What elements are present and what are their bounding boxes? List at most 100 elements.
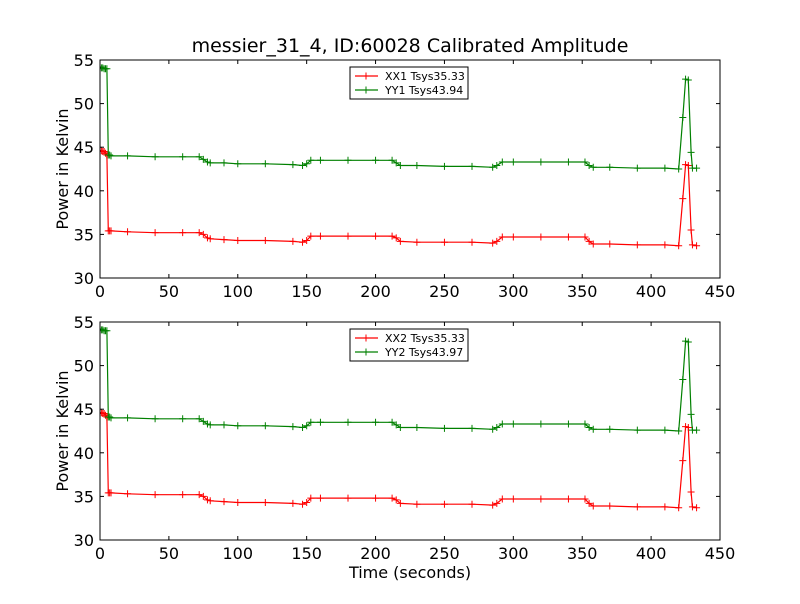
- subplot-2-series-2-point: [413, 424, 421, 432]
- subplot-1-series-1-point: [564, 233, 572, 241]
- subplot-2-series-2-point: [679, 376, 687, 384]
- subplot-2-legend-marker: [362, 348, 370, 356]
- subplot-1-series-1-point: [489, 239, 497, 247]
- subplot-2-series-2-point: [392, 421, 400, 429]
- subplot-2-series-2-point: [589, 425, 597, 433]
- subplot-2-series-2-point: [693, 426, 701, 434]
- subplot-1-series-2-point: [633, 164, 641, 172]
- subplot-2-series-2-point: [307, 418, 315, 426]
- subplot-1-series-2-point: [124, 152, 132, 160]
- subplot-1-series-2-point: [261, 160, 269, 168]
- subplot-1-series-2-point: [289, 161, 297, 169]
- subplot-2-series-1-point: [396, 499, 404, 507]
- subplot-1-series-1-point: [581, 233, 589, 241]
- subplot-1-series-2-point: [199, 155, 207, 163]
- subplot-2-y-tick-label: 40: [74, 444, 94, 463]
- subplot-1-series-1-point: [468, 238, 476, 246]
- subplot-1-series-1-point: [589, 240, 597, 248]
- subplot-2-series-1-point: [107, 489, 115, 497]
- subplot-1-series-1-point: [396, 237, 404, 245]
- subplot-1-series-1-point: [498, 233, 506, 241]
- subplot-1-x-tick-label: 250: [429, 282, 460, 301]
- subplot-1-legend-box: [349, 66, 469, 100]
- subplot-1-series-1-point: [303, 237, 311, 245]
- subplot-2-series-1-point: [299, 500, 307, 508]
- subplot-1-x-tick-label: 200: [360, 282, 391, 301]
- subplot-2-series-1-point: [289, 499, 297, 507]
- subplot-1-series-2-point: [413, 162, 421, 170]
- subplot-1-series-2-point: [537, 158, 545, 166]
- subplot-2-series-1-point: [413, 500, 421, 508]
- subplot-2-series-1-point: [151, 491, 159, 499]
- subplot-1-series-1-point: [392, 234, 400, 242]
- subplot-2-y-tick-label: 50: [74, 357, 94, 376]
- subplot-2-series-1-point: [493, 499, 501, 507]
- subplot-2-series-2-point: [316, 418, 324, 426]
- subplot-1-series-2-point: [106, 151, 114, 159]
- subplot-2-series-2-point: [206, 421, 214, 429]
- subplot-2-series-1-point: [468, 500, 476, 508]
- subplot-2-series-1-point: [392, 496, 400, 504]
- subplot-2-y-tick-label: 45: [74, 400, 94, 419]
- subplot-2-series-2-point: [289, 423, 297, 431]
- subplot-2-series-1-point: [661, 503, 669, 511]
- subplot-2-x-tick-label: 450: [705, 544, 736, 563]
- subplot-2-series-1-point: [388, 494, 396, 502]
- subplot-1-y-tick-label: 35: [74, 225, 94, 244]
- subplot-1-series-1-point: [307, 232, 315, 240]
- subplot-1: 0 50 100 150 200 250 300 350 400 450 30 35 40 45 50 55 m…: [53, 35, 735, 301]
- subplot-1-series-2-point: [687, 148, 695, 156]
- subplot-2-series-2-point: [299, 424, 307, 432]
- subplot-2-series-1-point: [179, 491, 187, 499]
- subplot-1-series-2-point: [693, 164, 701, 172]
- subplot-2-y-axis-label: Power in Kelvin: [53, 370, 72, 491]
- subplot-2-series-2-point: [509, 420, 517, 428]
- subplot-2-series-2-point: [199, 417, 207, 425]
- subplot-2-series-1-point: [687, 488, 695, 496]
- subplot-2-series-2-point: [261, 422, 269, 430]
- subplot-2-series-2-point: [489, 425, 497, 433]
- subplot-1-series-2-point: [344, 156, 352, 164]
- subplot-1-series-1-point: [606, 240, 614, 248]
- subplot-1-series-1-point: [633, 241, 641, 249]
- subplot-2-series-1: [100, 409, 701, 512]
- subplot-2-series-2-point: [179, 415, 187, 423]
- subplot-1-series-1-point: [688, 241, 696, 249]
- subplot-1-series-1-point: [195, 229, 203, 237]
- subplot-2-y-tick-label: 35: [74, 487, 94, 506]
- subplot-1-series-1-point: [585, 237, 593, 245]
- subplot-1-y-tick-label: 55: [74, 51, 94, 70]
- subplot-1-series-2-point: [103, 65, 111, 73]
- subplot-2-series-2-point: [581, 420, 589, 428]
- subplot-2-legend-marker: [362, 334, 370, 342]
- subplot-1-series-2-point: [489, 163, 497, 171]
- subplot-2-series-2-point: [564, 420, 572, 428]
- subplot-2-x-axis-label: Time (seconds): [348, 563, 471, 582]
- subplot-2-x-tick-label: 50: [159, 544, 179, 563]
- subplot-2-series-2-point: [675, 427, 683, 435]
- subplot-1-legend-label: YY1 Tsys43.94: [384, 84, 463, 97]
- subplot-2-x-tick-label: 350: [567, 544, 598, 563]
- subplot-2-series-2-point: [234, 422, 242, 430]
- subplot-1-series-1-point: [440, 238, 448, 246]
- subplot-2-series-1-point: [316, 494, 324, 502]
- subplot-2-series-1-point: [675, 504, 683, 512]
- subplot-1-series-1-point: [151, 229, 159, 237]
- subplot-2-x-tick-label: 300: [498, 544, 529, 563]
- subplot-1-x-tick-label: 50: [159, 282, 179, 301]
- subplot-1-series-1-point: [493, 237, 501, 245]
- subplot-1-series-2: [100, 63, 701, 173]
- subplot-1-series-1-point: [220, 236, 228, 244]
- subplot-1-series-1-point: [413, 238, 421, 246]
- subplot-2-series-1-point: [679, 457, 687, 465]
- subplot-1-series-2-point: [392, 159, 400, 167]
- subplot-1-series-2-point: [206, 159, 214, 167]
- subplot-1-legend-marker: [362, 72, 370, 80]
- subplot-2-series-1-point: [693, 504, 701, 512]
- subplot-2-series-2-point: [493, 424, 501, 432]
- subplot-1-series-1-point: [675, 242, 683, 250]
- subplot-1-series-2-point: [388, 156, 396, 164]
